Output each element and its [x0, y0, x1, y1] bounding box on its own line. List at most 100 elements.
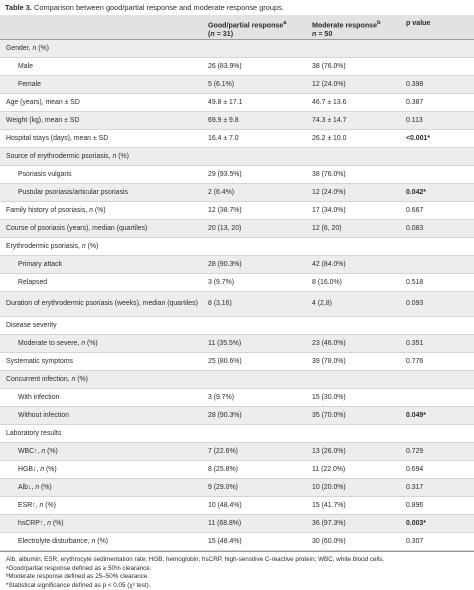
good-partial-value: 3 (9.7%)	[205, 273, 309, 293]
row-label: hsCRP↑, n (%)	[0, 514, 205, 534]
header-moderate-n: n = 50	[312, 30, 333, 39]
good-partial-value: 26 (83.9%)	[205, 57, 309, 77]
row-label: Moderate to severe, n (%)	[0, 334, 205, 354]
p-value	[403, 424, 474, 444]
header-variable	[0, 15, 205, 41]
row-label: Erythrodermic psoriasis, n (%)	[0, 237, 205, 257]
table-row: Concurrent infection, n (%)	[0, 370, 474, 390]
row-label: Laboratory results	[0, 424, 205, 444]
good-partial-value	[205, 39, 309, 59]
good-partial-value	[205, 237, 309, 257]
good-partial-value: 5 (6.1%)	[205, 75, 309, 95]
p-value	[403, 147, 474, 167]
p-value	[403, 39, 474, 59]
table-row: With infection 3 (9.7%) 15 (30.0%)	[0, 388, 474, 408]
row-label: WBC↑, n (%)	[0, 442, 205, 462]
header-moderate-label: Moderate response	[312, 21, 378, 30]
row-label: Concurrent infection, n (%)	[0, 370, 205, 390]
row-label: Alb↓, n (%)	[0, 478, 205, 498]
good-partial-value	[205, 424, 309, 444]
good-partial-value: 3 (9.7%)	[205, 388, 309, 408]
row-label: Electrolyte disturbance, n (%)	[0, 532, 205, 552]
moderate-value: 38 (76.0%)	[309, 165, 403, 185]
p-value: 0.307	[403, 532, 474, 552]
table-row: Gender, n (%)	[0, 39, 474, 59]
row-label: Female	[0, 75, 205, 95]
table-row: Laboratory results	[0, 424, 474, 444]
table-footnotes: Alb, albumin; ESR, erythrocyte sedimenta…	[0, 551, 474, 590]
row-label: Systematic symptoms	[0, 352, 205, 372]
moderate-value: 26.2 ± 10.0	[309, 129, 403, 149]
table-row: Systematic symptoms 25 (80.6%) 39 (78.0%) 0…	[0, 352, 474, 372]
row-label: Gender, n (%)	[0, 39, 205, 59]
good-partial-value: 20 (13, 20)	[205, 219, 309, 239]
p-value: 0.042*	[403, 183, 474, 203]
row-label: Disease severity	[0, 316, 205, 336]
table-row: hsCRP↑, n (%) 11 (68.8%) 36 (97.3%) 0.003*	[0, 514, 474, 534]
moderate-value: 12 (6, 20)	[309, 219, 403, 239]
p-value: 0.398	[403, 75, 474, 95]
good-partial-value: 28 (90.3%)	[205, 406, 309, 426]
good-partial-value: 28 (90.3%)	[205, 255, 309, 275]
header-good-label: Good/partial response	[208, 21, 284, 30]
row-label: Age (years), mean ± SD	[0, 93, 205, 113]
header-row: Good/partial responsea (n = 31) Moderate…	[0, 15, 474, 41]
moderate-value: 46.7 ± 13.6	[309, 93, 403, 113]
table-row: Disease severity	[0, 316, 474, 336]
moderate-value: 42 (84.0%)	[309, 255, 403, 275]
good-partial-value: 11 (35.5%)	[205, 334, 309, 354]
p-value	[403, 57, 474, 77]
moderate-value: 8 (16.0%)	[309, 273, 403, 293]
p-value: <0.001*	[403, 129, 474, 149]
p-value: 0.049*	[403, 406, 474, 426]
moderate-value: 12 (24.0%)	[309, 183, 403, 203]
moderate-value: 30 (60.0%)	[309, 532, 403, 552]
p-value: 0.896	[403, 496, 474, 516]
p-value: 0.729	[403, 442, 474, 462]
table-header: Good/partial responsea (n = 31) Moderate…	[0, 15, 474, 41]
moderate-value	[309, 370, 403, 390]
good-partial-value: 25 (80.6%)	[205, 352, 309, 372]
table-row: Hospital stays (days), mean ± SD 16.4 ± 7…	[0, 129, 474, 149]
moderate-value: 12 (24.0%)	[309, 75, 403, 95]
footnote-significance: *Statistical significance defined as p <…	[6, 581, 151, 589]
row-label: HGB↓, n (%)	[0, 460, 205, 480]
row-label: Duration of erythrodermic psoriasis (wee…	[0, 291, 205, 318]
p-value	[403, 237, 474, 257]
moderate-value: 39 (78.0%)	[309, 352, 403, 372]
good-partial-value: 49.8 ± 17.1	[205, 93, 309, 113]
p-value: 0.387	[403, 93, 474, 113]
moderate-value: 4 (2,8)	[309, 291, 403, 318]
good-partial-value: 9 (29.0%)	[205, 478, 309, 498]
p-value: 0.694	[403, 460, 474, 480]
moderate-value: 15 (30.0%)	[309, 388, 403, 408]
header-good-n: (n = 31)	[208, 30, 234, 39]
moderate-value	[309, 316, 403, 336]
table-row: Relapsed 3 (9.7%) 8 (16.0%) 0.518	[0, 273, 474, 293]
row-label: Weight (kg), mean ± SD	[0, 111, 205, 131]
header-p-value: p value	[403, 15, 474, 41]
p-value: 0.518	[403, 273, 474, 293]
p-value: 0.093	[403, 291, 474, 318]
good-partial-value	[205, 316, 309, 336]
row-label: Male	[0, 57, 205, 77]
p-value: 0.113	[403, 111, 474, 131]
moderate-value: 17 (34.0%)	[309, 201, 403, 221]
p-value	[403, 316, 474, 336]
row-label: Primary attack	[0, 255, 205, 275]
table-row: Source of erythrodermic psoriasis, n (%)	[0, 147, 474, 167]
header-moderate: Moderate responseb n = 50	[309, 15, 403, 41]
good-partial-value: 12 (38.7%)	[205, 201, 309, 221]
p-value	[403, 255, 474, 275]
moderate-value: 36 (97.3%)	[309, 514, 403, 534]
moderate-value	[309, 424, 403, 444]
row-label: Hospital stays (days), mean ± SD	[0, 129, 205, 149]
footnote-good-definition: ᵃGood/partial response defined as ≥ 50% …	[6, 564, 152, 572]
moderate-value: 10 (20.0%)	[309, 478, 403, 498]
moderate-value: 74.3 ± 14.7	[309, 111, 403, 131]
good-partial-value: 2 (6.4%)	[205, 183, 309, 203]
moderate-value: 11 (22.0%)	[309, 460, 403, 480]
table-row: HGB↓, n (%) 8 (25.8%) 11 (22.0%) 0.694	[0, 460, 474, 480]
header-good-sup: a	[283, 20, 287, 26]
row-label: Pustular psoriasis/articular psoriasis	[0, 183, 205, 203]
